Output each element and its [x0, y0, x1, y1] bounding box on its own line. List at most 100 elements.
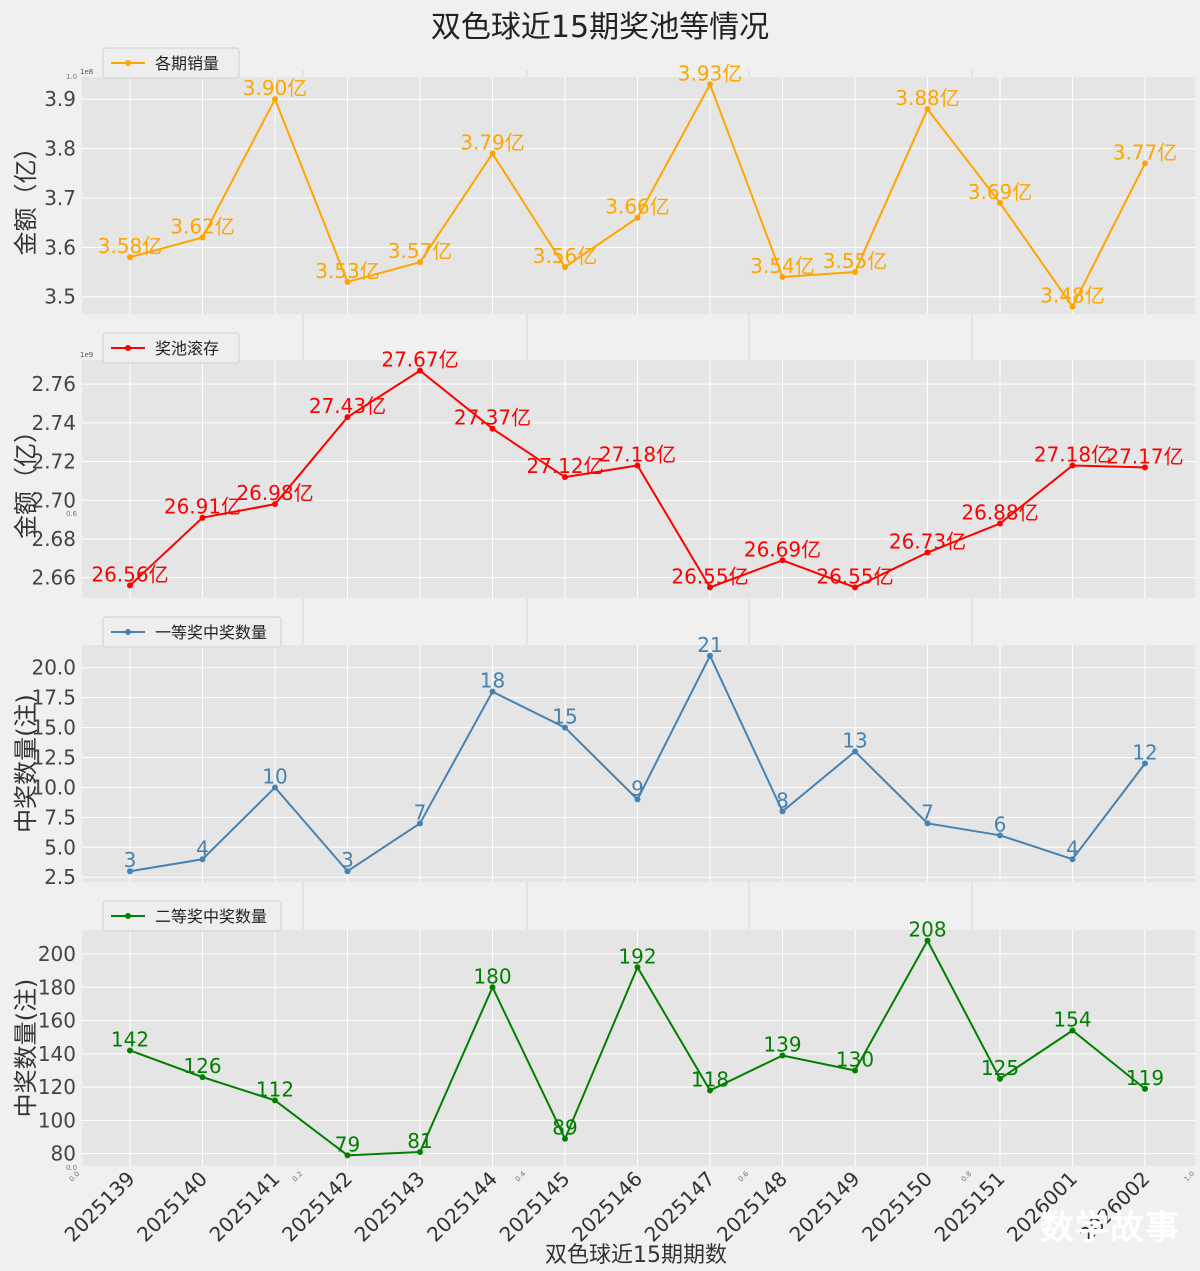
x-tick-label: 2025149 [785, 1167, 865, 1247]
frac-tick-label: 0.6 [737, 1169, 751, 1183]
legend-marker [125, 629, 131, 635]
data-label: 3.57亿 [388, 239, 453, 263]
x-tick-label: 2025147 [640, 1167, 720, 1247]
x-tick-label: 2025148 [712, 1167, 792, 1247]
x-tick-label: 2025143 [350, 1167, 430, 1247]
data-point [417, 820, 423, 827]
data-point [707, 81, 713, 88]
data-point [852, 1067, 858, 1074]
data-point [127, 582, 133, 589]
data-point [924, 937, 931, 944]
data-point [707, 584, 713, 591]
data-label: 26.55亿 [816, 564, 893, 588]
data-point [1142, 1085, 1148, 1092]
data-label: 3.54亿 [750, 254, 815, 278]
data-label: 26.69亿 [744, 537, 821, 561]
data-label: 6 [994, 812, 1007, 836]
data-label: 7 [414, 800, 427, 824]
data-label: 26.88亿 [961, 501, 1038, 525]
data-point [997, 520, 1003, 527]
data-label: 3.66亿 [605, 195, 670, 219]
frac-tick-label: 0.2 [291, 1170, 305, 1184]
y-tick-label: 3.6 [44, 235, 76, 259]
data-point [779, 273, 786, 280]
data-point [634, 964, 641, 971]
legend-box [102, 47, 240, 79]
x-tick-label: 2025142 [277, 1167, 357, 1247]
y-tick-label: 20.0 [31, 656, 76, 680]
data-label: 192 [618, 944, 656, 968]
data-label: 126 [183, 1054, 221, 1078]
x-tick-label: 2025141 [205, 1167, 285, 1247]
data-point [1142, 760, 1148, 767]
corner-label: 1.0 [66, 73, 77, 81]
data-label: 26.98亿 [236, 481, 313, 505]
y-tick-label: 15.0 [31, 716, 76, 740]
data-point [344, 278, 351, 285]
legend-label: 各期销量 [155, 54, 219, 73]
y-tick-label: 3.7 [44, 186, 76, 210]
data-point [272, 96, 278, 103]
data-point [1069, 1027, 1076, 1034]
y-tick-label: 2.68 [31, 527, 76, 551]
y-tick-label: 2.66 [31, 566, 76, 590]
data-label: 27.67亿 [381, 348, 458, 372]
y-tick-label: 200 [38, 942, 76, 966]
data-label: 3.53亿 [315, 259, 380, 283]
data-point [924, 820, 931, 827]
data-label: 130 [836, 1047, 874, 1071]
data-label: 112 [256, 1077, 294, 1101]
legend-box [102, 616, 282, 648]
data-label: 154 [1053, 1008, 1091, 1032]
data-point [199, 514, 206, 521]
data-label: 3.58亿 [98, 234, 163, 258]
data-label: 18 [480, 669, 505, 693]
x-tick-label: 2025140 [132, 1167, 212, 1247]
y-tick-label: 2.70 [31, 488, 76, 512]
y-tick-label: 3.8 [44, 137, 76, 161]
data-label: 27.43亿 [309, 394, 386, 418]
data-point [707, 652, 713, 659]
data-point [779, 1052, 786, 1059]
y-tick-label: 180 [38, 975, 76, 999]
data-point [852, 748, 858, 755]
data-label: 26.55亿 [671, 564, 748, 588]
data-label: 3.48亿 [1040, 284, 1105, 308]
legend-box [102, 900, 282, 932]
data-label: 26.73亿 [889, 530, 966, 554]
frac-tick-label: 0.8 [960, 1170, 974, 1184]
plot-area-2 [82, 360, 1195, 598]
data-label: 3.77亿 [1113, 140, 1178, 164]
data-label: 3.55亿 [823, 249, 888, 273]
data-label: 3.88亿 [895, 86, 960, 110]
data-point [997, 1075, 1003, 1082]
data-point [489, 425, 496, 432]
data-point [1069, 462, 1076, 469]
data-point [344, 1152, 351, 1159]
y-tick-label: 17.5 [31, 686, 76, 710]
data-point [997, 832, 1003, 839]
data-point [272, 784, 278, 791]
data-label: 27.17亿 [1106, 444, 1183, 468]
data-point [634, 214, 641, 221]
legend-label: 一等奖中奖数量 [155, 623, 267, 642]
legend-label: 二等奖中奖数量 [155, 907, 267, 926]
data-point [562, 264, 568, 271]
data-point [852, 269, 858, 276]
data-point [852, 584, 858, 591]
data-point [562, 1135, 568, 1142]
data-point [924, 549, 931, 556]
data-label: 12 [1132, 741, 1157, 765]
plot-area-1 [82, 77, 1195, 314]
data-label: 27.37亿 [454, 406, 531, 430]
data-label: 119 [1126, 1066, 1164, 1090]
data-point [562, 474, 568, 481]
legend-marker [125, 913, 131, 919]
x-axis-label: 双色球近15期期数 [545, 1243, 727, 1268]
data-label: 3.90亿 [243, 76, 308, 100]
y-tick-label: 120 [38, 1075, 76, 1099]
data-label: 208 [908, 918, 946, 942]
data-point [272, 1097, 278, 1104]
data-point [562, 724, 568, 731]
